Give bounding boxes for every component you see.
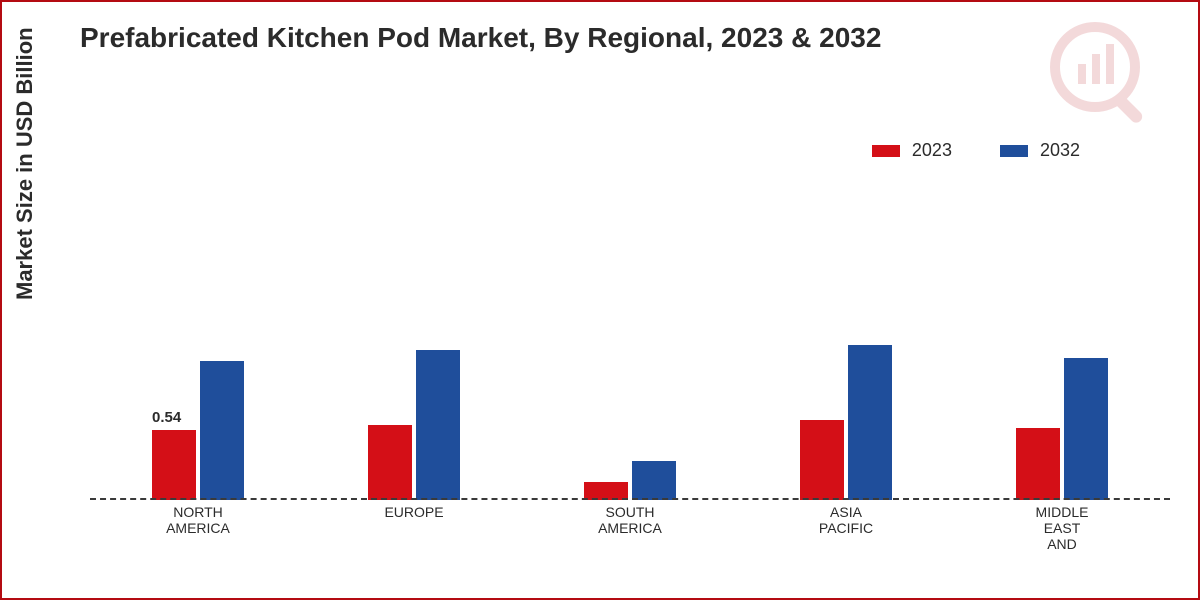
bar-pair	[522, 190, 738, 500]
x-label-cell: MIDDLE EAST AND	[954, 500, 1170, 540]
bar-group	[954, 190, 1170, 500]
bar-2032-4	[1064, 358, 1108, 500]
x-label: ASIA PACIFIC	[819, 504, 873, 536]
x-label-cell: EUROPE	[306, 500, 522, 540]
bar-2023-4	[1016, 428, 1060, 500]
legend-label-2023: 2023	[912, 140, 952, 161]
legend-item-2032: 2032	[1000, 140, 1080, 161]
plot-area: 0.54 NORTH AMERICA EUROPE SOUTH AMERICA ASI…	[90, 190, 1170, 540]
bar-group	[522, 190, 738, 500]
bar-2023-0	[152, 430, 196, 500]
bar-group: 0.54	[90, 190, 306, 500]
y-axis-label: Market Size in USD Billion	[12, 27, 38, 300]
x-label: MIDDLE EAST AND	[1036, 504, 1089, 552]
chart-frame: Prefabricated Kitchen Pod Market, By Reg…	[0, 0, 1200, 600]
bar-value-label: 0.54	[152, 409, 181, 426]
bar-group	[738, 190, 954, 500]
x-label-cell: ASIA PACIFIC	[738, 500, 954, 540]
x-label-cell: NORTH AMERICA	[90, 500, 306, 540]
bar-2032-3	[848, 345, 892, 500]
bar-group	[306, 190, 522, 500]
legend-label-2032: 2032	[1040, 140, 1080, 161]
chart-title: Prefabricated Kitchen Pod Market, By Reg…	[80, 22, 881, 54]
bar-2023-1	[368, 425, 412, 500]
bar-2032-1	[416, 350, 460, 500]
legend-swatch-2032	[1000, 145, 1028, 157]
bar-pair	[738, 190, 954, 500]
bar-2032-2	[632, 461, 676, 500]
x-label-cell: SOUTH AMERICA	[522, 500, 738, 540]
bar-2032-0	[200, 361, 244, 501]
bar-pair	[306, 190, 522, 500]
bar-groups: 0.54	[90, 190, 1170, 500]
x-label: NORTH AMERICA	[166, 504, 230, 536]
x-label: EUROPE	[384, 504, 443, 520]
watermark-logo-icon	[1040, 12, 1160, 137]
bar-2023-3	[800, 420, 844, 500]
bar-pair	[90, 190, 306, 500]
legend-swatch-2023	[872, 145, 900, 157]
bar-pair	[954, 190, 1170, 500]
legend-item-2023: 2023	[872, 140, 952, 161]
legend: 2023 2032	[872, 140, 1080, 161]
x-label: SOUTH AMERICA	[598, 504, 662, 536]
x-axis-labels: NORTH AMERICA EUROPE SOUTH AMERICA ASIA PAC…	[90, 500, 1170, 540]
